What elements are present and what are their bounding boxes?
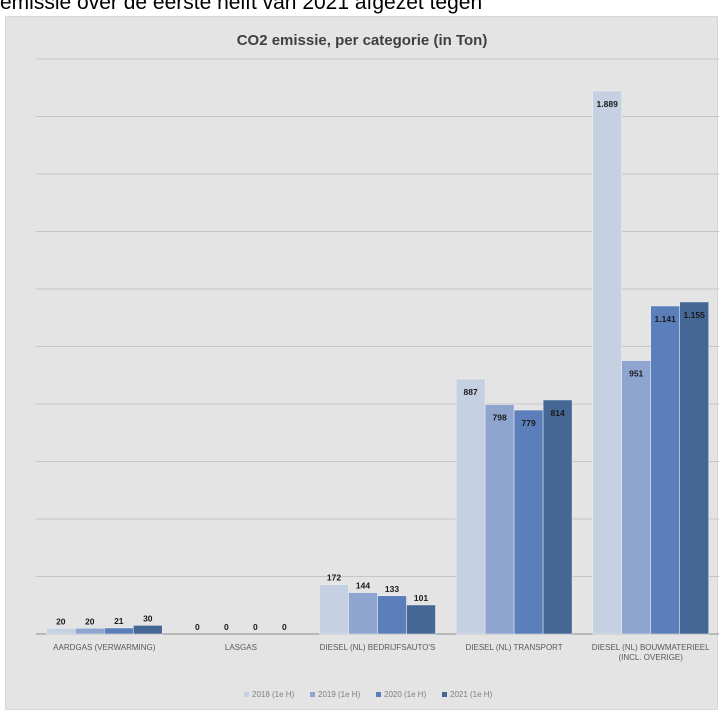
category-label: AARDGAS (VERWARMING)	[53, 643, 156, 652]
data-label: 0	[224, 622, 229, 632]
bar	[348, 592, 378, 635]
data-label: 779	[522, 418, 536, 428]
category-labels: AARDGAS (VERWARMING) LASGAS DIESEL (NL) BE…	[53, 643, 710, 662]
bar	[679, 301, 709, 635]
legend-swatch	[442, 692, 447, 697]
legend-label: 2019 (1e H)	[318, 690, 361, 699]
data-label: 20	[85, 616, 95, 626]
data-label: 21	[114, 616, 124, 626]
legend-label: 2021 (1e H)	[450, 690, 493, 699]
data-label: 814	[551, 408, 565, 418]
data-label: 1.889	[597, 99, 619, 109]
data-label: 172	[327, 573, 341, 583]
chart-frame: CO2 emissie, per categorie (in Ton) 20 20…	[5, 16, 719, 710]
data-label: 887	[464, 387, 478, 397]
legend: 2018 (1e H) 2019 (1e H) 2020 (1e H) 2021 (1…	[244, 690, 493, 699]
data-label: 20	[56, 616, 66, 626]
bar	[621, 360, 651, 635]
bar	[650, 305, 680, 635]
chart-title: CO2 emissie, per categorie (in Ton)	[237, 32, 488, 49]
data-label: 133	[385, 584, 399, 594]
top-caption: emissie over de eerste helft van 2021 af…	[0, 0, 483, 14]
data-label: 1.155	[684, 310, 706, 320]
bar	[455, 378, 486, 635]
category-label: DIESEL (NL) BOUWMATERIEEL (INCL. OVERIGE)	[592, 643, 710, 662]
legend-label: 2020 (1e H)	[384, 690, 427, 699]
data-label: 144	[356, 581, 370, 591]
data-label: 30	[143, 613, 153, 623]
legend-label: 2018 (1e H)	[252, 690, 295, 699]
bar	[104, 627, 134, 635]
data-label: 0	[253, 622, 258, 632]
data-label: 1.141	[655, 314, 677, 324]
category-label: DIESEL (NL) TRANSPORT	[465, 643, 562, 652]
legend-swatch	[376, 692, 381, 697]
data-labels: 20 20 21 30 0 0 0 0 172 144 133 101 887 798 779 814 1.88…	[56, 99, 705, 632]
bar	[406, 604, 436, 635]
legend-swatch	[244, 692, 249, 697]
bar	[377, 595, 407, 635]
data-label: 0	[195, 622, 200, 632]
bar	[319, 584, 349, 635]
category-label: LASGAS	[225, 643, 257, 652]
bars	[46, 90, 709, 635]
data-label: 951	[629, 369, 643, 379]
bar	[484, 404, 515, 635]
data-label: 0	[282, 622, 287, 632]
bar	[133, 625, 163, 635]
bar	[513, 409, 544, 635]
bar-chart: CO2 emissie, per categorie (in Ton) 20 20…	[36, 32, 719, 699]
legend-swatch	[310, 692, 315, 697]
category-label: DIESEL (NL) BEDRIJFSAUTO'S	[320, 643, 436, 652]
data-label: 798	[493, 413, 507, 423]
bar	[75, 628, 105, 635]
bar	[592, 90, 622, 635]
bar	[46, 628, 76, 635]
data-label: 101	[414, 593, 428, 603]
bar	[542, 399, 573, 635]
